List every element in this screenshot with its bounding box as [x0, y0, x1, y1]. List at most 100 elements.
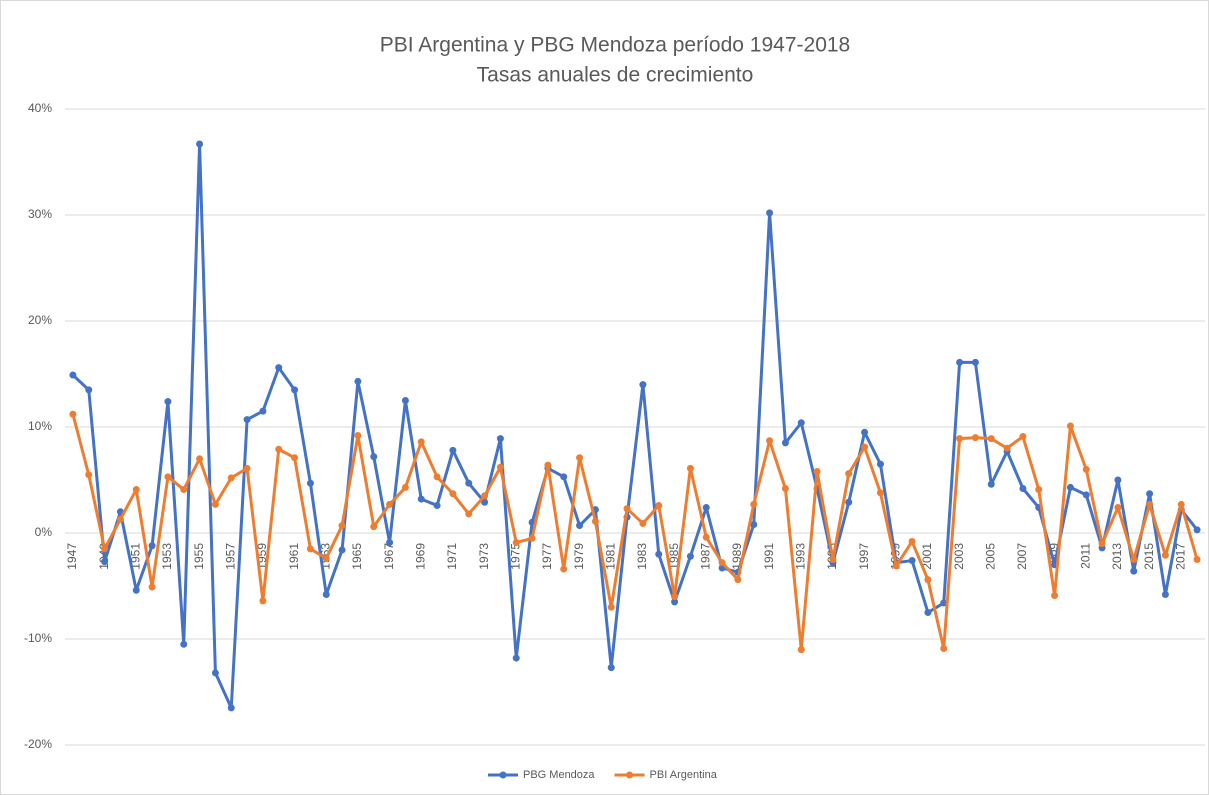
point	[861, 428, 869, 436]
chart-subtitle: Tasas anuales de crecimiento	[477, 64, 754, 87]
point	[243, 464, 251, 472]
point	[1177, 500, 1185, 508]
chart-title: PBI Argentina y PBG Mendoza período 1947…	[380, 34, 850, 57]
point	[196, 140, 204, 148]
x-tick-label: 1947	[65, 543, 79, 570]
point	[132, 486, 140, 494]
x-tick-label: 1991	[762, 543, 776, 570]
point	[496, 435, 504, 443]
point	[227, 704, 235, 712]
point	[101, 545, 109, 553]
point	[576, 454, 584, 462]
point	[1066, 422, 1074, 430]
point	[971, 358, 979, 366]
point	[655, 501, 663, 509]
point	[1114, 504, 1122, 512]
point	[433, 501, 441, 509]
point	[766, 209, 774, 217]
point	[386, 539, 394, 547]
point	[750, 521, 758, 529]
x-tick-label: 1967	[382, 543, 396, 570]
x-tick-label: 1981	[603, 543, 617, 570]
x-tick-label: 2003	[952, 543, 966, 570]
point	[924, 576, 932, 584]
x-tick-label: 2005	[983, 543, 997, 570]
point	[449, 490, 457, 498]
point	[560, 565, 568, 573]
point	[845, 498, 853, 506]
point	[607, 603, 615, 611]
point	[987, 480, 995, 488]
point	[354, 377, 362, 385]
point	[908, 557, 916, 565]
point	[528, 534, 536, 542]
point	[1082, 491, 1090, 499]
point	[417, 438, 425, 446]
point	[797, 646, 805, 654]
x-tick-label: 2015	[1142, 543, 1156, 570]
point	[734, 576, 742, 584]
point	[370, 453, 378, 461]
point	[481, 498, 489, 506]
point	[1003, 444, 1011, 452]
point	[607, 664, 615, 672]
point	[465, 479, 473, 487]
x-tick-label: 1993	[793, 543, 807, 570]
point	[671, 593, 679, 601]
x-tick-label: 2011	[1078, 543, 1092, 569]
point	[322, 554, 330, 562]
point	[291, 454, 299, 462]
point	[465, 510, 473, 518]
point	[718, 559, 726, 567]
point	[164, 398, 172, 406]
point	[148, 583, 156, 591]
point	[1098, 540, 1106, 548]
legend-label: PBI Argentina	[650, 769, 718, 781]
point	[1193, 556, 1201, 563]
point	[401, 397, 409, 404]
point	[560, 473, 568, 481]
point	[1146, 500, 1154, 508]
point	[956, 358, 964, 366]
x-tick-label: 1969	[413, 543, 427, 570]
point	[940, 599, 948, 607]
point	[940, 645, 948, 653]
point	[813, 468, 821, 476]
y-tick-label: 10%	[28, 419, 52, 433]
point	[1066, 483, 1074, 491]
point	[496, 463, 504, 471]
x-tick-label: 1975	[508, 543, 522, 570]
legend-label: PBG Mendoza	[523, 769, 595, 781]
point	[85, 386, 93, 394]
y-tick-label: 0%	[35, 525, 53, 539]
point	[1130, 556, 1138, 563]
point	[829, 556, 837, 563]
point	[1161, 590, 1169, 598]
point	[924, 609, 932, 616]
legend-marker	[499, 771, 507, 779]
point	[639, 381, 647, 389]
point	[591, 517, 599, 525]
point	[259, 597, 267, 605]
x-tick-label: 1987	[698, 543, 712, 570]
x-tick-label: 1961	[287, 543, 301, 570]
point	[211, 500, 219, 508]
x-tick-label: 1973	[477, 543, 491, 570]
point	[401, 483, 409, 491]
point	[164, 473, 172, 481]
point	[370, 523, 378, 531]
point	[417, 495, 425, 503]
point	[702, 504, 710, 512]
legend-marker	[626, 771, 634, 779]
x-tick-label: 1977	[540, 543, 554, 570]
x-tick-label: 2007	[1015, 543, 1029, 570]
point	[227, 474, 235, 482]
point	[101, 558, 109, 566]
point	[781, 484, 789, 492]
point	[781, 439, 789, 447]
x-tick-label: 1953	[160, 543, 174, 570]
y-tick-label: -20%	[24, 737, 52, 751]
point	[306, 479, 314, 487]
